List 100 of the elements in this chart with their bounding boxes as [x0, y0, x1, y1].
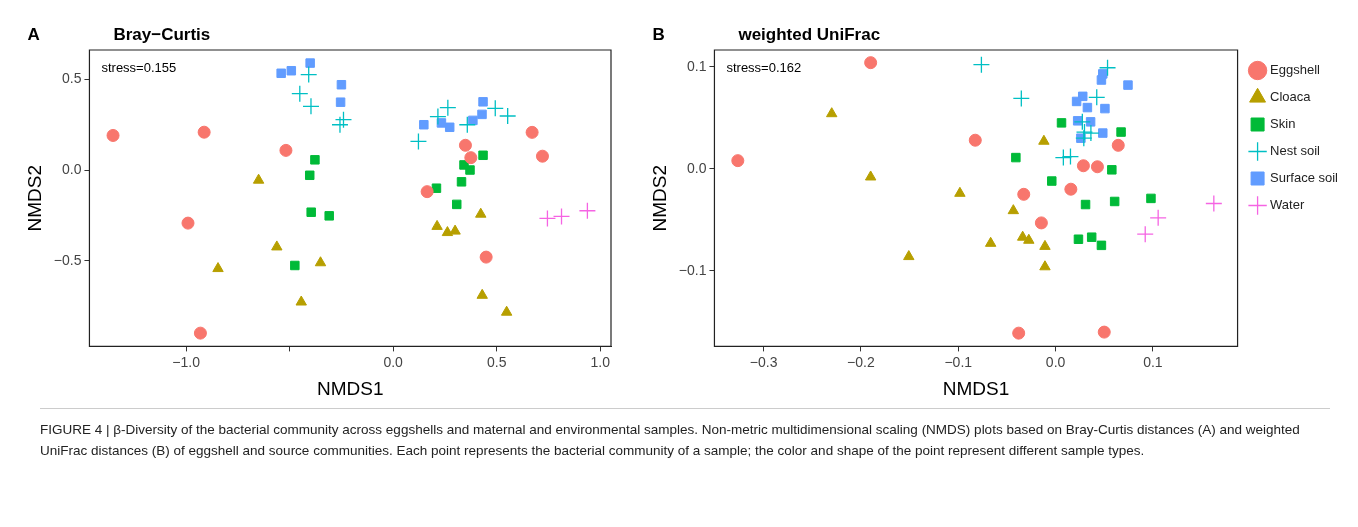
point: [864, 170, 877, 181]
y-tick-label: 0.1: [686, 57, 707, 74]
x-axis-title: NMDS1: [942, 377, 1010, 399]
point: [193, 326, 207, 340]
point: [306, 207, 316, 217]
y-tick-label: 0.0: [686, 159, 707, 176]
point: [1146, 193, 1156, 204]
point: [1017, 187, 1031, 201]
point: [452, 199, 462, 210]
point: [449, 224, 461, 235]
point: [538, 209, 557, 228]
point: [291, 84, 309, 103]
point: [290, 260, 300, 271]
point: [336, 79, 347, 90]
point: [1061, 147, 1080, 166]
point: [276, 68, 286, 79]
legend-label: Surface soil: [1270, 170, 1339, 186]
point: [1064, 182, 1078, 196]
point: [212, 262, 224, 273]
point: [1109, 196, 1120, 207]
point: [1071, 96, 1082, 107]
point: [431, 183, 442, 193]
chart-title: weighted UniFrac: [737, 25, 881, 44]
point: [1075, 129, 1093, 147]
caption: FIGURE 4 | β-Diversity of the bacterial community across eggshells and maternal and environmental samples. Non-metric multidimensional scaling (NMDS) plots based on Bray-Curtis distances (A) and weighted UniFrac distances (B) of eggshell and source communities. Each point represents the bacterial community of a sample; the color and shape of the point represent different sample types.: [40, 408, 1330, 461]
point: [295, 295, 307, 306]
point: [1098, 59, 1117, 77]
point: [197, 125, 211, 139]
point: [314, 256, 327, 267]
point: [478, 97, 488, 107]
point: [1107, 165, 1117, 175]
y-tick-label: −0.1: [678, 261, 707, 278]
x-tick-label: −0.2: [847, 353, 875, 370]
point: [984, 236, 997, 247]
point: [464, 151, 478, 165]
point: [1088, 88, 1106, 107]
point: [535, 149, 549, 163]
y-axis-title: NMDS2: [648, 164, 670, 232]
point: [305, 58, 315, 68]
point: [552, 207, 571, 226]
text: B: [652, 25, 665, 44]
point: [286, 65, 297, 76]
point: [968, 133, 982, 147]
y-tick-label: −0.5: [53, 251, 82, 268]
x-tick-label: −0.1: [944, 353, 973, 370]
point: [1123, 80, 1133, 90]
point: [477, 109, 487, 120]
x-tick-label: −0.3: [749, 353, 778, 370]
point: [864, 56, 878, 70]
point: [431, 219, 443, 230]
point: [465, 165, 475, 175]
y-tick-label: 0.5: [61, 69, 82, 86]
chart-title: Bray−Curtis: [113, 25, 211, 44]
point: [1080, 199, 1091, 210]
point: [279, 143, 293, 157]
point: [1096, 240, 1107, 251]
point: [1073, 234, 1084, 244]
point: [1111, 138, 1125, 152]
point: [335, 97, 346, 107]
point: [331, 116, 349, 134]
point: [1054, 148, 1073, 167]
point: [476, 288, 488, 299]
point: [1082, 102, 1093, 113]
point: [1023, 233, 1035, 244]
legend-label: Water: [1270, 197, 1305, 213]
point: [305, 170, 315, 181]
x-tick-label: 1.0: [590, 353, 611, 370]
point: [578, 202, 597, 220]
point: [458, 116, 476, 134]
point: [468, 115, 478, 126]
point: [903, 250, 915, 261]
x-tick-label: 0.0: [1045, 353, 1066, 370]
point: [1039, 260, 1051, 271]
x-axis-title: NMDS1: [316, 377, 384, 399]
point: [420, 185, 434, 199]
point: [486, 99, 504, 118]
point: [300, 65, 318, 84]
text: A: [27, 25, 40, 44]
point: [1100, 103, 1110, 114]
point: [1090, 160, 1104, 174]
point: [1034, 216, 1048, 230]
point: [106, 128, 120, 142]
point: [1007, 204, 1020, 215]
point: [954, 186, 966, 197]
point: [1097, 325, 1111, 339]
point: [525, 125, 539, 139]
point: [1096, 75, 1107, 85]
point: [1012, 326, 1026, 340]
point: [500, 305, 513, 316]
point: [181, 216, 195, 230]
legend-label: Eggshell: [1270, 62, 1321, 78]
point: [439, 98, 457, 117]
point: [499, 107, 517, 125]
point: [252, 173, 265, 184]
legend-label: Cloaca: [1270, 89, 1312, 105]
point: [324, 211, 334, 221]
x-tick-label: 0.5: [486, 353, 507, 370]
point: [972, 56, 991, 74]
point: [1047, 176, 1057, 186]
point: [826, 107, 838, 118]
